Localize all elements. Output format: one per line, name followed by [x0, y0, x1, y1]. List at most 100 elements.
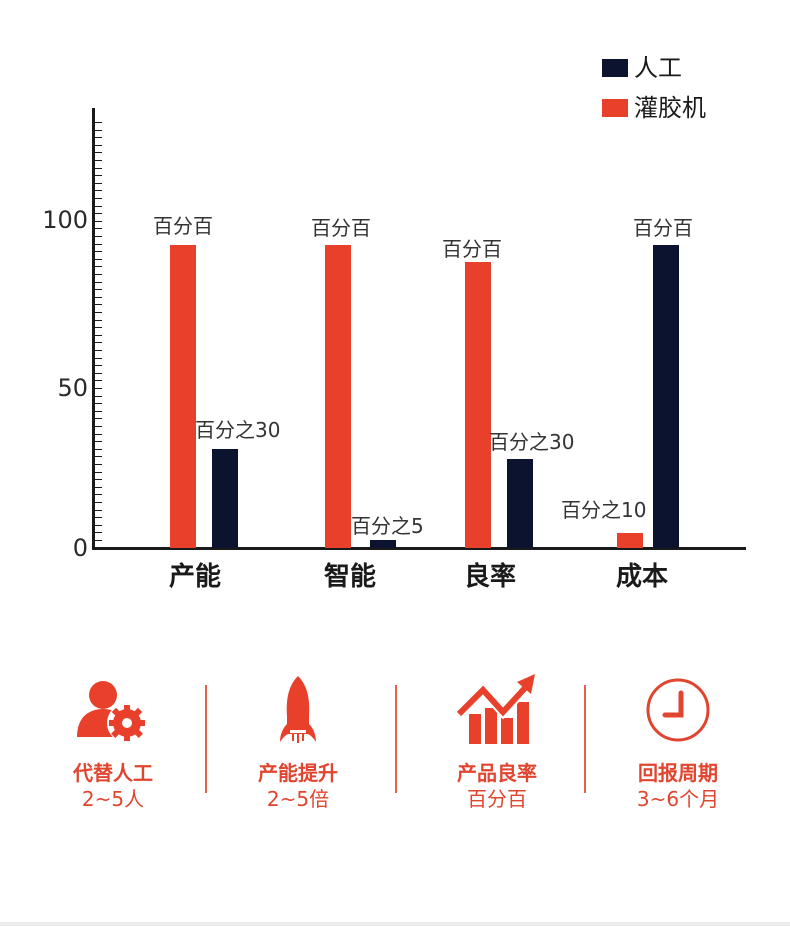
legend-swatch-navy [602, 59, 628, 77]
category-label-capacity: 产能 [168, 562, 221, 592]
y-axis-minor-tick [95, 198, 102, 199]
y-axis-minor-tick [95, 426, 102, 427]
bottom-divider [0, 922, 790, 926]
y-axis-minor-tick [95, 456, 102, 457]
bar-yield-machine [465, 262, 491, 548]
feature-title: 产能提升 [258, 761, 338, 785]
feature-title: 回报周期 [638, 761, 718, 785]
y-axis-minor-tick [95, 525, 102, 526]
feature-value: 百分百 [467, 787, 527, 811]
y-axis-minor-tick [95, 532, 102, 533]
bar-label: 百分百 [442, 237, 502, 261]
y-axis-minor-tick [95, 282, 102, 283]
y-axis-minor-tick [95, 274, 102, 275]
y-axis-minor-tick [95, 342, 102, 343]
legend-swatch-orange [602, 99, 628, 117]
y-axis-minor-tick [95, 137, 102, 138]
y-axis-minor-tick [95, 130, 102, 131]
feature-payback-period: 回报周期 3~6个月 [593, 670, 763, 812]
bar-capacity-manual [212, 449, 238, 548]
y-axis-minor-tick [95, 380, 102, 381]
legend-item-machine: 灌胶机 [602, 95, 706, 121]
legend-item-manual: 人工 [602, 55, 682, 81]
bar-cost-machine [617, 533, 643, 548]
bar-yield-manual [507, 459, 533, 548]
bar-label: 百分之5 [351, 514, 424, 538]
bar-label: 百分百 [311, 216, 371, 240]
y-axis-minor-tick [95, 206, 102, 207]
y-axis-minor-tick [95, 449, 102, 450]
y-axis-minor-tick [95, 464, 102, 465]
y-axis-minor-tick [95, 183, 102, 184]
y-tick-label-50: 50 [57, 374, 88, 402]
y-axis-minor-tick [95, 259, 102, 260]
y-axis-minor-tick [95, 502, 102, 503]
y-axis-minor-tick [95, 122, 102, 123]
y-tick-label-0: 0 [72, 534, 88, 562]
y-axis-minor-tick [95, 251, 102, 252]
y-axis-minor-tick [95, 350, 102, 351]
y-axis-minor-tick [95, 358, 102, 359]
y-axis-minor-tick [95, 487, 102, 488]
bar-intelligence-machine [325, 245, 351, 548]
y-axis-minor-tick [95, 479, 102, 480]
y-axis-minor-tick [95, 175, 102, 176]
bar-label: 百分百 [153, 214, 213, 238]
bar-label: 百分之30 [195, 418, 281, 442]
y-axis-minor-tick [95, 472, 102, 473]
y-axis-minor-tick [95, 388, 102, 389]
legend-label: 人工 [634, 54, 682, 82]
y-axis-minor-tick [95, 441, 102, 442]
feature-value: 3~6个月 [636, 787, 720, 811]
y-axis-minor-tick [95, 304, 102, 305]
y-axis-minor-tick [95, 517, 102, 518]
y-axis-minor-tick [95, 244, 102, 245]
y-axis-minor-tick [95, 228, 102, 229]
feature-product-yield: 产品良率 百分百 [412, 670, 582, 812]
y-axis-minor-tick [95, 160, 102, 161]
y-axis-minor-tick [95, 168, 102, 169]
y-axis-minor-tick [95, 365, 102, 366]
bar-label: 百分之10 [561, 498, 647, 522]
y-axis-minor-tick [95, 494, 102, 495]
y-axis-minor-tick [95, 320, 102, 321]
category-label-yield: 良率 [463, 562, 516, 592]
divider [205, 685, 207, 793]
y-tick-label-100: 100 [42, 206, 88, 234]
feature-value: 2~5人 [81, 787, 145, 811]
rocket-icon [213, 670, 383, 750]
feature-capacity-boost: 产能提升 2~5倍 [213, 670, 383, 812]
growth-chart-icon [412, 670, 582, 750]
y-axis-minor-tick [95, 152, 102, 153]
y-axis-minor-tick [95, 312, 102, 313]
y-axis-minor-tick [95, 190, 102, 191]
y-axis-minor-tick [95, 373, 102, 374]
y-axis-minor-tick [95, 540, 102, 541]
category-label-intelligence: 智能 [323, 562, 376, 592]
x-axis [92, 547, 746, 550]
feature-title: 产品良率 [457, 761, 537, 785]
y-axis-minor-tick [95, 221, 102, 222]
y-axis-minor-tick [95, 335, 102, 336]
legend-label: 灌胶机 [634, 94, 706, 122]
bar-cost-manual [653, 245, 679, 548]
y-axis-minor-tick [95, 145, 102, 146]
y-axis-minor-tick [95, 510, 102, 511]
y-axis-minor-tick [95, 289, 102, 290]
divider [584, 685, 586, 793]
y-axis-minor-tick [95, 327, 102, 328]
feature-title: 代替人工 [73, 761, 153, 785]
y-axis-minor-tick [95, 434, 102, 435]
y-axis-minor-tick [95, 266, 102, 267]
bar-label: 百分百 [633, 216, 693, 240]
divider [395, 685, 397, 793]
bar-label: 百分之30 [489, 430, 575, 454]
bar-capacity-machine [170, 245, 196, 548]
y-axis-minor-tick [95, 403, 102, 404]
y-axis [92, 108, 95, 550]
clock-icon [593, 670, 763, 750]
y-axis-minor-tick [95, 297, 102, 298]
y-axis-minor-tick [95, 396, 102, 397]
feature-replace-labor: 代替人工 2~5人 [28, 670, 198, 812]
y-axis-minor-tick [95, 236, 102, 237]
